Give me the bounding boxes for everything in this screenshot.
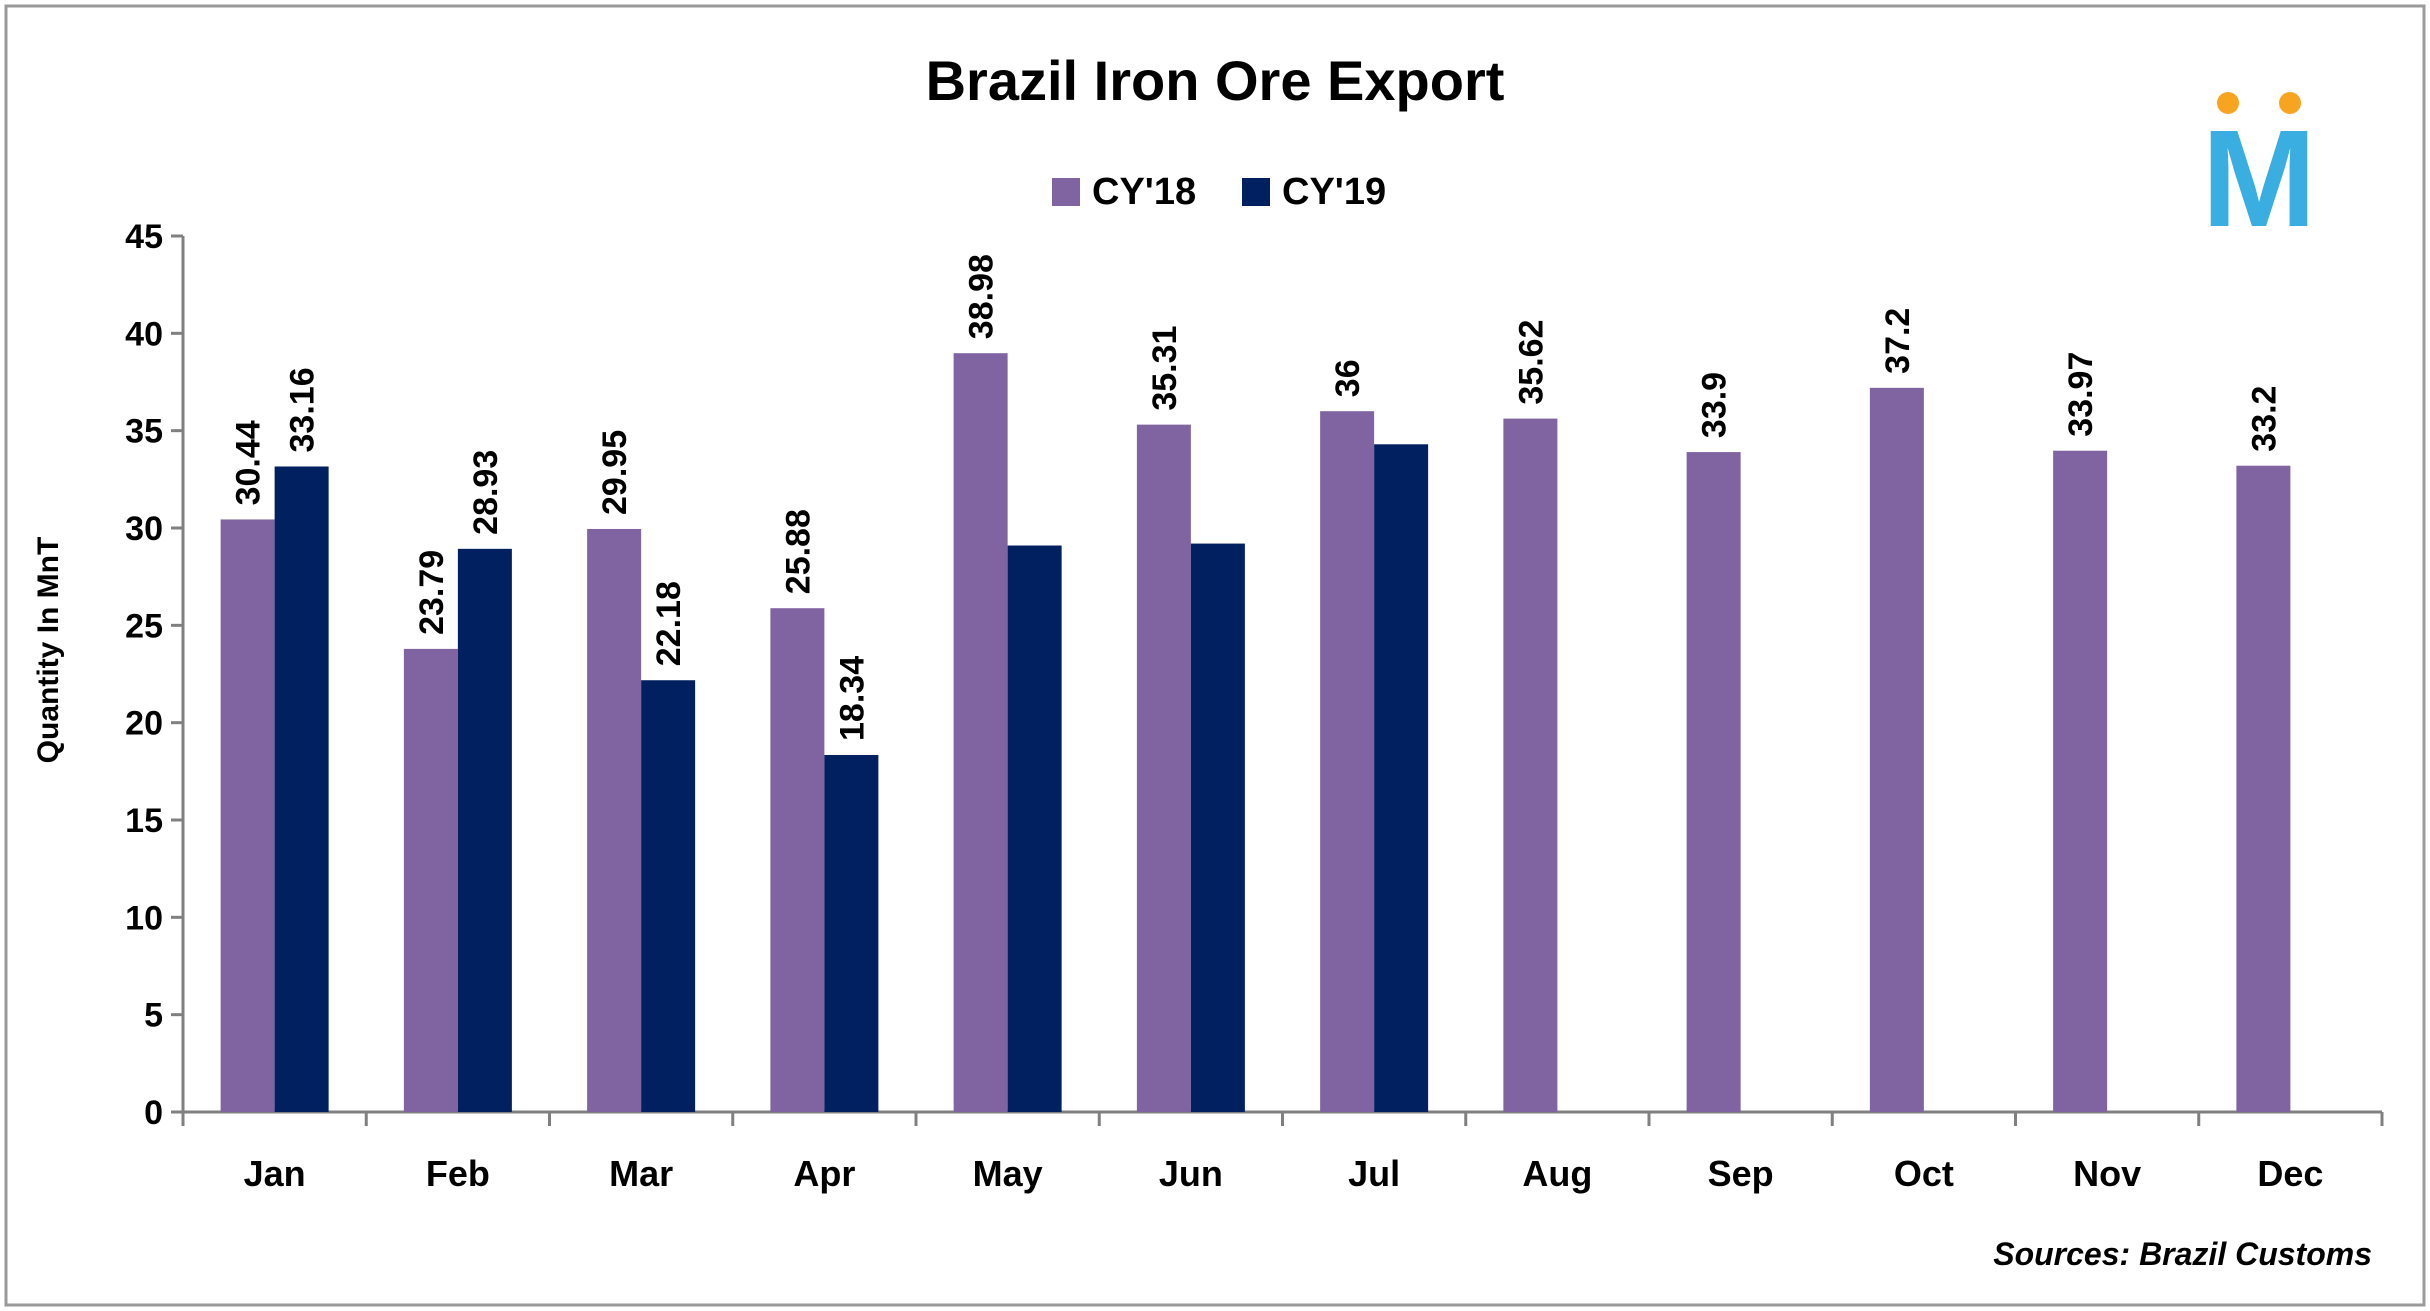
bar-cy18 <box>2053 450 2108 1112</box>
data-labels: 30.44 33.16 23.79 28.93 29.95 22.18 25.88 18.34… <box>230 254 2284 741</box>
x-tick-label: Jan <box>244 1153 306 1194</box>
data-label: 30.44 <box>230 420 268 505</box>
y-tick-label: 25 <box>125 607 163 645</box>
x-tick-label: May <box>973 1153 1043 1194</box>
data-label: 37.2 <box>1879 308 1917 374</box>
bar-cy19 <box>1190 543 1245 1112</box>
y-tick-label: 5 <box>144 997 163 1035</box>
data-label: 35.31 <box>1146 326 1184 411</box>
bar-cy18 <box>587 528 642 1112</box>
x-tick-label: Sep <box>1708 1153 1774 1194</box>
y-tick-label: 15 <box>125 802 163 840</box>
logo-dot-right <box>2279 92 2301 114</box>
legend: CY'18 CY'19 <box>1052 171 1386 213</box>
data-label: 35.62 <box>1512 320 1550 405</box>
bar-cy18 <box>1320 411 1375 1112</box>
x-tick-label: Jul <box>1348 1153 1400 1194</box>
x-tick-label: Feb <box>426 1153 490 1194</box>
x-tick-label: Mar <box>609 1153 673 1194</box>
bars <box>220 353 2291 1113</box>
y-tick-label: 20 <box>125 705 163 743</box>
logo-letter: M <box>2202 102 2317 256</box>
bar-cy18 <box>953 353 1008 1112</box>
data-label: 25.88 <box>779 509 817 594</box>
data-label: 28.93 <box>467 450 505 535</box>
data-label: 33.9 <box>1696 372 1734 438</box>
bar-cy18 <box>1503 418 1558 1113</box>
x-tick-label: Oct <box>1894 1153 1954 1194</box>
x-tick-label: Nov <box>2073 1153 2141 1194</box>
data-label: 18.34 <box>833 656 871 741</box>
data-label: 29.95 <box>596 430 634 515</box>
bar-cy18 <box>1869 387 1924 1113</box>
data-label: 23.79 <box>413 550 451 635</box>
data-label: 33.97 <box>2062 352 2100 437</box>
x-tick-label: Dec <box>2257 1153 2323 1194</box>
bar-cy19 <box>1007 545 1062 1112</box>
legend-label-cy19: CY'19 <box>1282 171 1386 213</box>
bar-cy18 <box>1136 424 1191 1113</box>
bar-cy18 <box>2236 465 2291 1112</box>
data-label: 22.18 <box>650 581 688 666</box>
logo-dot-left <box>2217 92 2239 114</box>
data-label: 38.98 <box>963 254 1001 339</box>
y-tick-label: 35 <box>125 413 163 451</box>
y-axis: 0 5 10 15 20 25 30 35 40 45 <box>125 218 185 1132</box>
legend-swatch-cy19 <box>1242 178 1270 206</box>
legend-label-cy18: CY'18 <box>1092 171 1196 213</box>
x-tick-label: Jun <box>1159 1153 1223 1194</box>
y-axis-label: Quantity In MnT <box>32 537 65 764</box>
y-tick-label: 45 <box>125 218 163 256</box>
bar-cy19 <box>1374 444 1429 1112</box>
x-tick-label: Apr <box>793 1153 855 1194</box>
logo: M <box>2202 92 2317 256</box>
bar-cy19 <box>824 754 879 1112</box>
bar-cy18 <box>770 608 825 1112</box>
data-label: 33.16 <box>284 367 322 452</box>
data-label: 36 <box>1329 359 1367 397</box>
bar-cy19 <box>641 680 696 1112</box>
y-tick-label: 30 <box>125 510 163 548</box>
bar-cy18 <box>1686 452 1741 1113</box>
data-label: 33.2 <box>2245 386 2283 452</box>
y-tick-label: 40 <box>125 315 163 353</box>
bar-cy18 <box>403 648 458 1112</box>
legend-swatch-cy18 <box>1052 178 1080 206</box>
bar-cy18 <box>220 519 275 1112</box>
y-tick-label: 0 <box>144 1094 163 1132</box>
source-note: Sources: Brazil Customs <box>1993 1236 2372 1272</box>
bar-cy19 <box>457 548 512 1112</box>
bar-cy19 <box>274 466 329 1112</box>
x-tick-label: Aug <box>1522 1153 1592 1194</box>
y-tick-label: 10 <box>125 899 163 937</box>
chart-title: Brazil Iron Ore Export <box>926 49 1505 112</box>
x-axis: Jan Feb Mar Apr May Jun Jul Aug Sep Oct Nov Dec <box>181 1110 2384 1194</box>
